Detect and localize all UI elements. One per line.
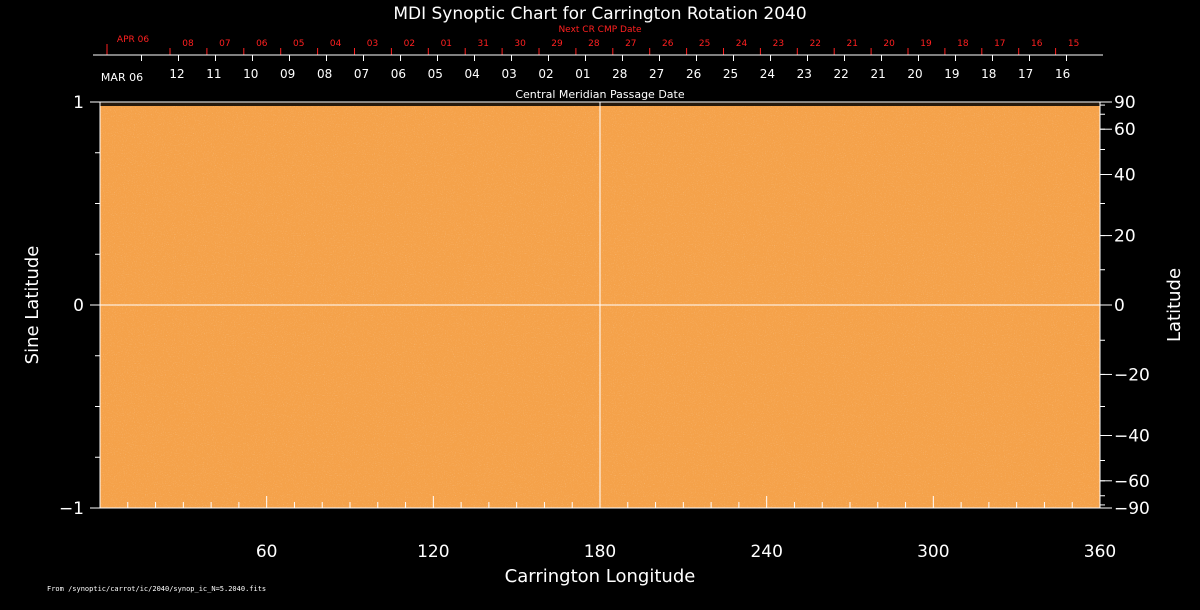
cmp-date-label: 22: [834, 67, 849, 81]
next-cr-start-label: APR 06: [117, 35, 149, 45]
next-cr-date-label: 23: [773, 39, 784, 49]
cmp-date-label: 06: [391, 67, 406, 81]
y-right-tick-label: −20: [1114, 365, 1150, 385]
next-cr-date-label: 05: [293, 39, 304, 49]
next-cr-date-label: 16: [1031, 39, 1043, 49]
next-cr-date-label: 17: [994, 39, 1005, 49]
x-tick-label: 120: [417, 542, 449, 562]
next-cr-date-label: 08: [182, 39, 194, 49]
cmp-start-label: MAR 06: [101, 71, 143, 84]
x-axis: 60 120 180 240 300 360: [127, 496, 1116, 562]
cmp-date-label: 26: [686, 67, 701, 81]
cmp-date-label: 07: [354, 67, 369, 81]
cmp-date-label: 21: [870, 67, 885, 81]
next-cr-date-label: 30: [514, 39, 526, 49]
next-cr-date-label: 02: [404, 39, 415, 49]
cmp-date-label: 12: [169, 67, 184, 81]
y-axis-right: 90 60 40 20 0 −20 −40 −60 −90: [1100, 93, 1150, 519]
cmp-date-label: 11: [206, 67, 221, 81]
chart-title: MDI Synoptic Chart for Carrington Rotati…: [393, 4, 806, 24]
next-cr-date-label: 15: [1068, 39, 1079, 49]
cmp-date-label: 23: [797, 67, 812, 81]
next-cr-date-label: 27: [625, 39, 636, 49]
next-cr-date-label: 07: [219, 39, 230, 49]
cmp-date-label: 28: [612, 67, 627, 81]
y-right-tick-label: −40: [1114, 426, 1150, 446]
next-cr-date-label: 26: [662, 39, 674, 49]
cmp-date-label: 19: [944, 67, 959, 81]
y-left-tick-label: 1: [73, 93, 84, 113]
cmp-date-label: 08: [317, 67, 332, 81]
cmp-date-label: 03: [501, 67, 516, 81]
y-right-tick-label: 90: [1114, 93, 1136, 113]
cmp-date-label: 27: [649, 67, 664, 81]
y-right-tick-label: 20: [1114, 227, 1136, 247]
cmp-date-label: 09: [280, 67, 295, 81]
next-cr-date-label: 25: [699, 39, 710, 49]
y-right-tick-label: 40: [1114, 166, 1136, 186]
next-cr-date-label: 06: [256, 39, 268, 49]
next-cr-axis-label: Next CR CMP Date: [558, 25, 642, 35]
y-axis-left-label: Sine Latitude: [22, 246, 43, 365]
cmp-date-label: 17: [1018, 67, 1033, 81]
next-cr-date-label: 31: [477, 39, 488, 49]
cmp-date-label: 05: [428, 67, 443, 81]
cmp-date-label: 25: [723, 67, 738, 81]
y-left-tick-label: 0: [73, 296, 84, 316]
next-cr-date-label: 01: [441, 39, 452, 49]
x-tick-label: 300: [917, 542, 949, 562]
next-cr-axis: 08 07 06 05 04 03 02 01 31 30 29 28 27 26 25 24 23 22 21 20…: [106, 39, 1079, 55]
next-cr-date-label: 29: [551, 39, 563, 49]
y-right-tick-label: −60: [1114, 472, 1150, 492]
cmp-date-label: 02: [538, 67, 553, 81]
next-cr-date-label: 22: [810, 39, 821, 49]
x-tick-label: 360: [1084, 542, 1116, 562]
y-right-tick-label: 0: [1114, 296, 1125, 316]
next-cr-date-label: 19: [920, 39, 932, 49]
next-cr-date-label: 03: [367, 39, 378, 49]
y-right-tick-label: −90: [1114, 499, 1150, 519]
x-axis-label: Carrington Longitude: [505, 566, 696, 587]
cmp-date-axis: 12 11 10 09 08 07 06 05 04 03 02 01 28 27 26 25 24 23 22 21…: [93, 54, 1103, 81]
next-cr-date-label: 20: [883, 39, 895, 49]
cmp-axis-label: Central Meridian Passage Date: [515, 88, 684, 101]
cmp-date-label: 01: [575, 67, 590, 81]
next-cr-date-label: 28: [588, 39, 600, 49]
cmp-date-label: 24: [760, 67, 775, 81]
cmp-date-label: 18: [981, 67, 996, 81]
y-left-tick-label: −1: [59, 499, 84, 519]
y-axis-left: 1 0 −1: [59, 93, 100, 519]
cmp-date-label: 10: [243, 67, 258, 81]
cmp-date-label: 04: [465, 67, 480, 81]
x-tick-label: 60: [256, 542, 278, 562]
cmp-date-label: 16: [1055, 67, 1070, 81]
cmp-date-label: 20: [907, 67, 922, 81]
next-cr-date-label: 24: [736, 39, 748, 49]
next-cr-date-label: 18: [957, 39, 969, 49]
x-tick-label: 240: [750, 542, 782, 562]
next-cr-date-label: 21: [846, 39, 857, 49]
source-footnote: From /synoptic/carrot/ic/2040/synop_ic_N…: [47, 585, 267, 593]
x-tick-label: 180: [584, 542, 616, 562]
y-right-tick-label: 60: [1114, 120, 1136, 140]
y-axis-right-label: Latitude: [1164, 268, 1185, 342]
next-cr-date-label: 04: [330, 39, 342, 49]
